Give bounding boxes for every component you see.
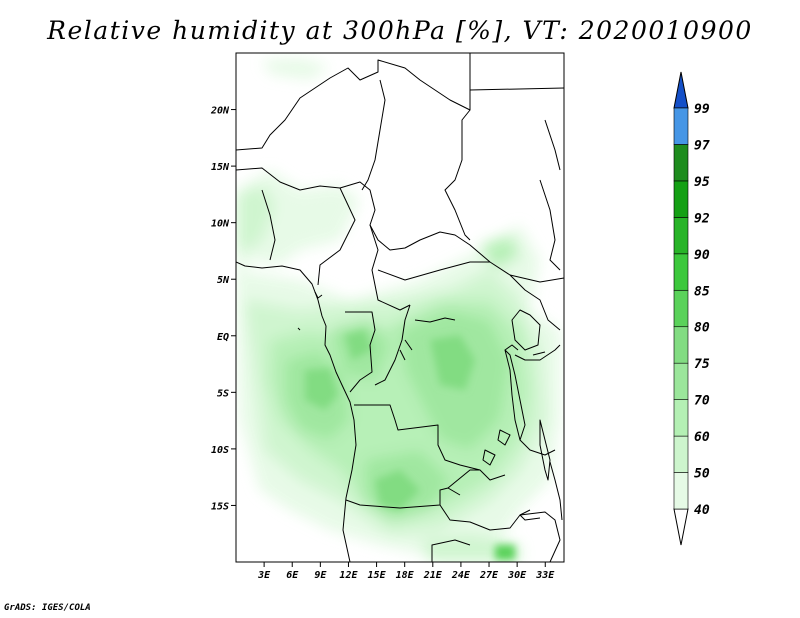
colorbar-label: 97	[694, 138, 710, 153]
border-south-3	[519, 514, 541, 521]
border-river-small	[404, 339, 413, 351]
humidity-area-60	[480, 235, 520, 270]
humidity-area-80	[345, 330, 372, 360]
lon-tick-label: 21E	[423, 570, 443, 581]
lon-tick-label: 33E	[535, 570, 555, 581]
border-sudan	[509, 274, 561, 331]
border-car	[377, 261, 490, 281]
lon-tick-label: 12E	[339, 570, 358, 581]
country-borders	[236, 53, 564, 562]
lake-small-2	[482, 449, 496, 466]
colorbar-label: 90	[694, 248, 710, 263]
lat-tick-label: 20N	[210, 106, 230, 117]
grads-credit: GrADS: IGES/COLA	[4, 603, 91, 613]
map-title: Relative humidity at 300hPa [%], VT: 202…	[47, 16, 753, 45]
coast-small2	[532, 351, 546, 356]
lake-tanganyika	[504, 349, 526, 441]
lake-small-1	[497, 429, 511, 446]
border-nigeria-east	[317, 187, 356, 286]
border-sahel	[236, 167, 564, 283]
border-north-1	[236, 53, 471, 151]
lon-tick-label: 3E	[257, 570, 271, 581]
lake-victoria	[511, 309, 541, 351]
map-frame	[235, 52, 565, 563]
latitude-ticks: 20N 15N 10N 5N EQ 5S 10S 15S	[210, 106, 236, 512]
border-river-drc	[414, 317, 456, 323]
colorbar-label: 85	[694, 284, 710, 299]
humidity-area-50	[236, 185, 275, 255]
colorbar-label: 70	[694, 394, 710, 409]
lat-tick-label: 5S	[217, 388, 229, 399]
lat-tick-label: 10S	[211, 445, 229, 456]
colorbar-top-triangle	[673, 71, 689, 109]
lat-tick-label: 10N	[211, 219, 230, 230]
lake-malawi	[539, 419, 551, 481]
humidity-shading	[236, 58, 560, 562]
border-river-small2	[399, 349, 406, 361]
lon-tick-label: 6E	[286, 570, 299, 581]
colorbar-segment	[673, 399, 689, 437]
colorbar-segment	[673, 180, 689, 218]
lon-tick-label: 15E	[368, 570, 387, 581]
coast-cabinda	[314, 291, 323, 299]
colorbar-segment	[673, 144, 689, 182]
border-east-africa	[514, 344, 561, 361]
colorbar-label: 95	[694, 175, 710, 190]
border-east	[539, 179, 561, 271]
border-north-2	[361, 79, 386, 191]
colorbar-segment	[673, 217, 689, 255]
lat-tick-label: 5N	[217, 275, 230, 286]
colorbar-label: 60	[694, 430, 710, 445]
colorbar: 40 50 60 70 75 80 85 90 92 95 97 99	[673, 71, 710, 546]
lon-tick-label: 30E	[507, 570, 527, 581]
coastline-west-africa	[236, 261, 357, 562]
border-south-2	[519, 511, 561, 562]
coast-small	[297, 327, 301, 331]
lon-tick-label: 27E	[479, 570, 499, 581]
border-congo	[345, 311, 376, 393]
colorbar-segment	[673, 362, 689, 400]
border-cameroon	[369, 224, 411, 311]
colorbar-segment	[673, 435, 689, 473]
colorbar-label: 50	[694, 467, 710, 482]
border-east-africa-2	[519, 439, 556, 456]
colorbar-bottom-triangle	[673, 508, 689, 546]
border-nigeria	[261, 189, 276, 261]
lon-tick-label: 18E	[396, 570, 415, 581]
humidity-area-80	[495, 545, 515, 560]
border-angola-north	[354, 404, 506, 481]
border-drc-west	[374, 304, 411, 386]
colorbar-label: 99	[694, 102, 710, 117]
lon-tick-label: 24E	[451, 570, 471, 581]
lon-tick-label: 9E	[314, 570, 327, 581]
lat-tick-label: EQ	[217, 332, 229, 343]
humidity-area-light	[262, 58, 330, 80]
colorbar-segment	[673, 472, 689, 510]
border-north-3	[444, 109, 471, 241]
colorbar-segment	[673, 253, 689, 291]
lat-tick-label: 15S	[211, 501, 229, 512]
colorbar-label: 80	[694, 321, 710, 336]
border-northeast	[544, 119, 561, 171]
colorbar-label: 92	[694, 211, 710, 226]
colorbar-segment	[673, 289, 689, 328]
border-zambia	[447, 469, 480, 489]
colorbar-label: 75	[694, 357, 710, 372]
colorbar-segment	[673, 326, 689, 364]
humidity-area-80	[305, 368, 338, 410]
colorbar-label: 40	[694, 503, 710, 518]
border-mozambique	[549, 461, 563, 521]
colorbar-segment	[673, 107, 689, 145]
lat-tick-label: 15N	[211, 162, 230, 173]
border-north-4	[469, 87, 564, 91]
humidity-area-80	[430, 335, 475, 390]
humidity-area-80	[375, 470, 420, 510]
longitude-ticks: 3E 6E 9E 12E 15E 18E 21E 24E 27E 30E 33E	[257, 562, 555, 581]
border-south-1	[431, 539, 471, 562]
border-lakes-kivu	[504, 344, 519, 351]
